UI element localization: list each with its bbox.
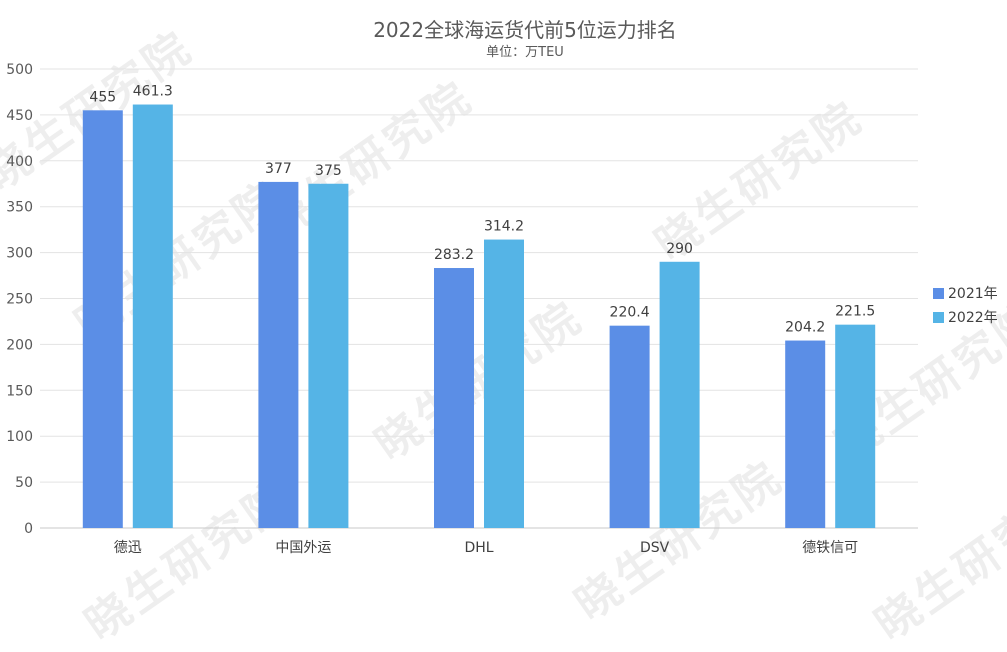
legend: 2021年 2022年 (933, 286, 998, 326)
chart-title: 2022全球海运货代前5位运力排名 (373, 18, 677, 42)
bar (308, 183, 349, 528)
bar (484, 239, 524, 529)
x-tick-label: DSV (640, 540, 670, 556)
bar (258, 181, 299, 528)
chart-subtitle: 单位：万TEU (486, 45, 564, 60)
bar (785, 340, 826, 528)
bar (82, 110, 123, 528)
x-tick-label: 德迅 (114, 540, 142, 556)
data-label: 290 (666, 241, 693, 257)
y-tick-label: 450 (6, 108, 33, 124)
data-label: 377 (265, 161, 292, 177)
y-tick-label: 400 (6, 154, 33, 170)
x-tick-label: DHL (464, 540, 493, 556)
y-tick-label: 350 (6, 200, 33, 216)
bar (609, 325, 650, 528)
y-tick-label: 150 (6, 383, 33, 399)
chart: 晓生研究院 晓生研究院 晓生研究院 晓生研究院 晓生研究院 晓生研究院 晓生研究… (0, 18, 1007, 651)
y-axis: 0 50 100 150 200 250 300 350 400 450 500 (6, 62, 33, 537)
x-tick-label: 德铁信可 (802, 540, 858, 556)
data-label: 221.5 (835, 304, 875, 320)
bar (132, 104, 173, 528)
legend-swatch (933, 312, 944, 323)
bar (835, 324, 876, 528)
y-tick-label: 100 (6, 429, 33, 445)
x-axis: 德迅 中国外运 DHL DSV 德铁信可 (114, 540, 858, 556)
data-label: 283.2 (434, 247, 474, 263)
bars (82, 104, 876, 529)
bar-chart-svg: 2022全球海运货代前5位运力排名 单位：万TEU 0 50 100 150 200 25… (6, 18, 998, 556)
y-tick-label: 500 (6, 62, 33, 78)
y-tick-label: 300 (6, 246, 33, 262)
bar (434, 268, 474, 528)
legend-swatch (933, 288, 944, 299)
data-label: 220.4 (610, 305, 650, 321)
x-tick-label: 中国外运 (275, 540, 331, 556)
bar (659, 261, 700, 528)
y-tick-label: 250 (6, 292, 33, 308)
data-label: 455 (89, 89, 116, 105)
y-tick-label: 0 (24, 521, 33, 537)
y-tick-label: 200 (6, 337, 33, 353)
data-label: 314.2 (484, 219, 524, 235)
legend-label: 2021年 (948, 286, 998, 302)
y-tick-label: 50 (15, 475, 33, 491)
gridlines (40, 68, 918, 529)
data-label: 375 (315, 163, 342, 179)
data-label: 204.2 (785, 320, 825, 336)
data-label: 461.3 (133, 84, 173, 100)
legend-label: 2022年 (948, 310, 998, 326)
data-labels: 455 461.3 377 375 283.2 314.2 220.4 290 204.2 221… (89, 84, 875, 336)
